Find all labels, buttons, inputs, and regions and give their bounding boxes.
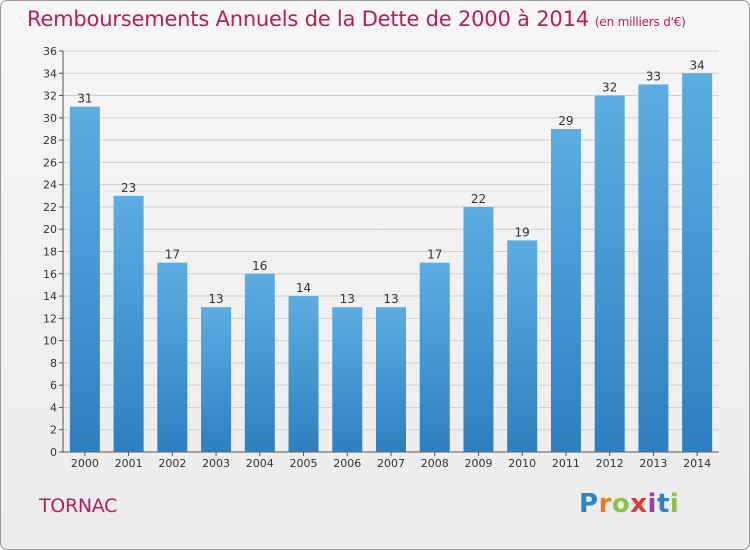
chart-title-text: Remboursements Annuels de la Dette de 20… <box>27 7 589 31</box>
y-tick-label: 30 <box>43 112 57 125</box>
x-tick-label: 2014 <box>683 457 711 470</box>
y-tick-label: 14 <box>43 290 57 303</box>
place-name: TORNAC <box>39 495 118 517</box>
bar-2004 <box>244 273 275 452</box>
y-tick-label: 10 <box>43 335 57 348</box>
x-tick-label: 2011 <box>552 457 580 470</box>
x-tick-label: 2003 <box>202 457 230 470</box>
y-tick-label: 4 <box>50 401 57 414</box>
y-tick-label: 8 <box>50 357 57 370</box>
y-tick-label: 6 <box>50 379 57 392</box>
y-tick-label: 0 <box>50 446 57 459</box>
bar-2010 <box>507 240 538 452</box>
x-tick-label: 2001 <box>115 457 143 470</box>
y-tick-label: 18 <box>43 246 57 259</box>
logo-letter: x <box>630 489 648 519</box>
chart-title: Remboursements Annuels de la Dette de 20… <box>27 7 686 31</box>
y-tick-label: 28 <box>43 134 57 147</box>
bar-value-label: 14 <box>296 281 311 295</box>
bar-value-label: 23 <box>121 181 136 195</box>
y-tick-label: 32 <box>43 90 57 103</box>
proxiti-logo[interactable]: Proxiti <box>579 489 679 519</box>
y-tick-label: 20 <box>43 223 57 236</box>
bar-2006 <box>332 307 363 452</box>
x-tick-label: 2004 <box>246 457 274 470</box>
bar-value-label: 19 <box>515 225 530 239</box>
bar-2012 <box>594 95 625 453</box>
logo-letter: i <box>669 489 680 519</box>
bar-2008 <box>419 262 450 452</box>
bar-value-label: 17 <box>427 248 442 262</box>
bar-2000 <box>69 106 100 452</box>
logo-letter: r <box>598 489 612 519</box>
x-tick-label: 2006 <box>333 457 361 470</box>
bar-2003 <box>201 307 232 452</box>
x-tick-label: 2010 <box>508 457 536 470</box>
y-tick-label: 16 <box>43 268 57 281</box>
y-tick-label: 36 <box>43 45 57 58</box>
bar-2001 <box>113 195 144 453</box>
y-tick-label: 2 <box>50 424 57 437</box>
bar-value-label: 17 <box>165 248 180 262</box>
y-tick-label: 24 <box>43 179 57 192</box>
bar-2013 <box>638 84 669 453</box>
logo-letter: i <box>647 489 657 519</box>
x-tick-label: 2005 <box>290 457 318 470</box>
x-tick-label: 2009 <box>464 457 492 470</box>
bar-2005 <box>288 296 319 452</box>
bar-2014 <box>682 73 713 453</box>
chart-unit-note: (en milliers d'€) <box>594 15 686 29</box>
logo-letter: t <box>656 489 670 519</box>
bar-2002 <box>157 262 188 452</box>
bar-value-label: 13 <box>208 292 223 306</box>
bar-value-label: 29 <box>558 114 573 128</box>
x-tick-label: 2007 <box>377 457 405 470</box>
logo-letter: o <box>611 489 631 519</box>
bar-value-label: 33 <box>646 69 661 83</box>
bar-value-label: 13 <box>340 292 355 306</box>
x-tick-label: 2000 <box>71 457 99 470</box>
bar-2011 <box>550 128 581 452</box>
bar-value-label: 22 <box>471 192 486 206</box>
logo-letter: P <box>579 489 599 519</box>
bar-value-label: 13 <box>383 292 398 306</box>
y-tick-label: 26 <box>43 156 57 169</box>
x-tick-label: 2013 <box>639 457 667 470</box>
x-tick-label: 2002 <box>158 457 186 470</box>
bar-value-label: 31 <box>77 92 92 106</box>
x-tick-label: 2012 <box>596 457 624 470</box>
bar-value-label: 16 <box>252 259 267 273</box>
x-tick-label: 2008 <box>421 457 449 470</box>
labels: 31 23 17 13 16 14 13 13 17 22 19 29 32 33 34 <box>77 58 705 306</box>
bar-2009 <box>463 206 494 452</box>
y-tick-label: 12 <box>43 312 57 325</box>
bar-2007 <box>376 307 406 452</box>
y-tick-label: 22 <box>43 201 57 214</box>
bar-value-label: 34 <box>689 58 704 72</box>
bars <box>69 73 713 453</box>
bar-value-label: 32 <box>602 81 617 95</box>
y-tick-label: 34 <box>43 67 57 80</box>
